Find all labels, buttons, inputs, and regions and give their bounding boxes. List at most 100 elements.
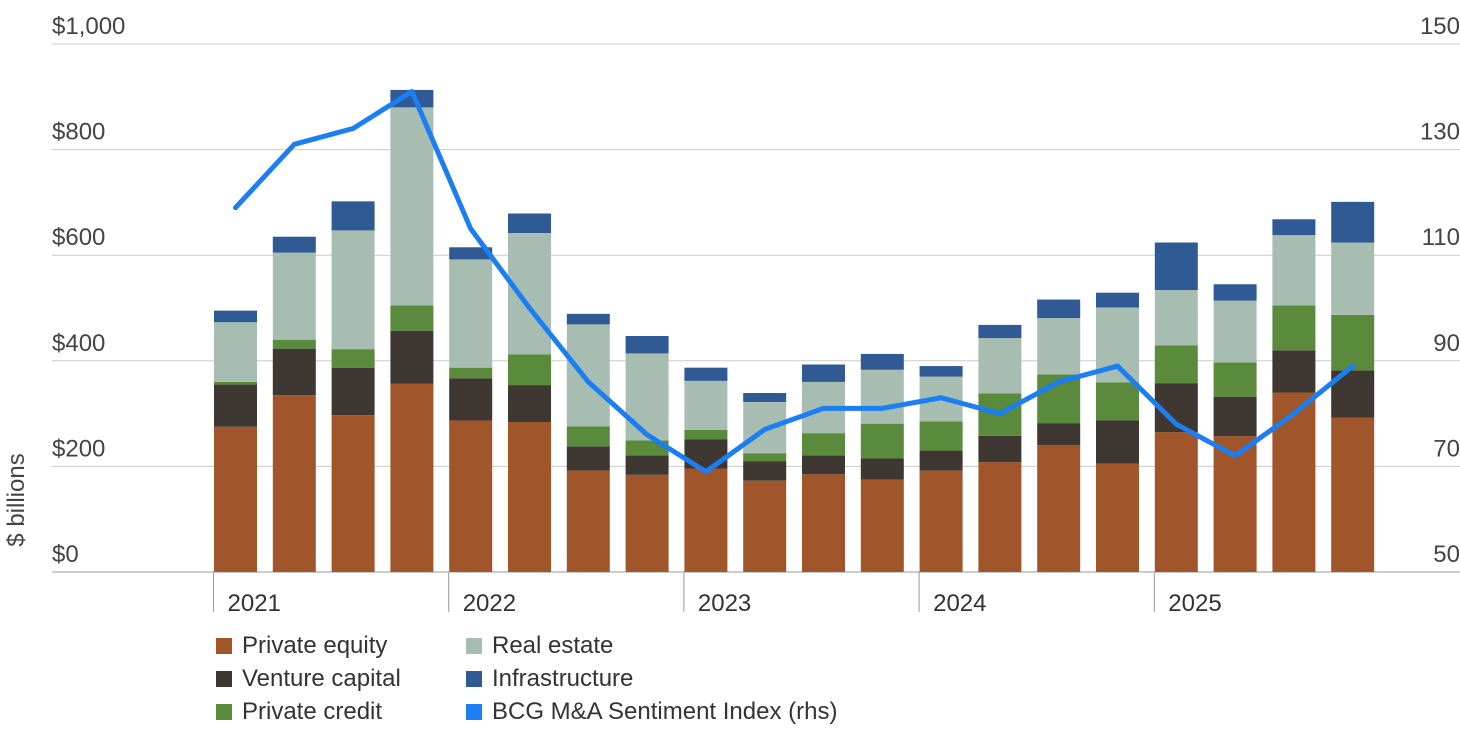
sentiment-index-line	[233, 89, 1356, 475]
bar-segment-infrastructure	[390, 89, 434, 108]
y-tick-label-right: 50	[1433, 541, 1460, 568]
bar-segment-private-credit	[1272, 305, 1316, 351]
bar-segment-venture-capital	[1272, 350, 1316, 393]
legend-item: Private credit	[216, 698, 466, 726]
bar-segment-infrastructure	[625, 335, 669, 354]
bar-segment-infrastructure	[860, 353, 904, 370]
bar-segment-real-estate	[625, 353, 669, 441]
bar-segment-real-estate	[390, 107, 434, 306]
bar-segment-venture-capital	[802, 455, 845, 475]
bar-segment-private-credit	[1331, 314, 1375, 371]
y-tick-label-right: 70	[1433, 435, 1460, 462]
bar-segment-real-estate	[1037, 318, 1081, 375]
bar-segment-private-equity	[1272, 392, 1316, 572]
bar-segment-venture-capital	[390, 330, 434, 384]
bar-segment-infrastructure	[272, 236, 316, 253]
bar-segment-real-estate	[684, 380, 728, 430]
bar-segment-infrastructure	[1037, 299, 1081, 319]
bar-segment-private-equity	[1213, 436, 1257, 572]
y-tick-label-left: $0	[52, 541, 79, 568]
bar-segment-private-credit	[508, 354, 551, 386]
bar-segment-private-credit	[214, 381, 257, 385]
bar-segment-infrastructure	[331, 201, 375, 231]
bar-segment-private-equity	[743, 480, 787, 572]
bar-segment-infrastructure	[214, 310, 257, 323]
x-tick-label-year: 2025	[1168, 590, 1221, 617]
bar-segment-infrastructure	[1213, 284, 1257, 301]
bar-segment-real-estate	[331, 230, 375, 350]
legend-label: Infrastructure	[492, 665, 634, 692]
bar-segment-private-credit	[1154, 345, 1198, 384]
bar-segment-venture-capital	[214, 384, 257, 427]
bar-segment-real-estate	[1154, 290, 1198, 346]
bar-segment-infrastructure	[508, 213, 551, 234]
bar-segment-private-equity	[860, 479, 904, 572]
bar-segment-real-estate	[566, 324, 610, 427]
bar-segment-private-credit	[743, 453, 787, 462]
bar-segment-private-credit	[566, 426, 610, 447]
legend-item: BCG M&A Sentiment Index (rhs)	[466, 698, 886, 726]
bar-segment-private-credit	[449, 367, 493, 379]
y-axis-left: $0 $200 $400 $600 $800 $1,000	[52, 13, 125, 568]
bar-segment-venture-capital	[508, 385, 551, 423]
bar-segment-real-estate	[214, 322, 257, 382]
bar-segment-infrastructure	[743, 393, 787, 402]
bar-segment-private-equity	[919, 470, 963, 572]
bar-segment-venture-capital	[625, 455, 669, 475]
legend: Private equity Real estate Venture capital…	[216, 632, 886, 726]
bar-segment-venture-capital	[1037, 423, 1081, 446]
bar-segment-infrastructure	[919, 366, 963, 377]
bar-segment-real-estate	[1272, 235, 1316, 306]
bar-segment-private-equity	[802, 474, 845, 572]
bar-segment-infrastructure	[1096, 292, 1139, 308]
legend-item: Real estate	[466, 632, 886, 660]
x-tick-label-year: 2022	[463, 590, 516, 617]
legend-label: Venture capital	[242, 665, 401, 692]
y-tick-label-left: $400	[52, 330, 105, 357]
y-axis-right: 50 70 90 110 130 150	[1420, 13, 1460, 568]
legend-swatch	[466, 671, 482, 687]
bar-segment-venture-capital	[1213, 396, 1257, 437]
bar-segment-private-credit	[1096, 382, 1139, 421]
legend-label: Private credit	[242, 698, 383, 725]
y-tick-label-right: 130	[1420, 119, 1460, 146]
bar-segment-private-credit	[684, 429, 728, 440]
x-tick-label-year: 2021	[228, 590, 281, 617]
bar-segment-infrastructure	[1272, 219, 1316, 236]
x-axis: 2021 2022 2023 2024 2025	[213, 572, 1222, 617]
legend-swatch	[216, 704, 232, 720]
bar-segment-private-equity	[272, 395, 316, 572]
bar-segment-infrastructure	[1154, 242, 1198, 291]
bar-segment-real-estate	[272, 252, 316, 340]
bar-segment-infrastructure	[684, 367, 728, 381]
bar-segment-private-equity	[684, 468, 728, 572]
bar-segment-private-equity	[390, 383, 434, 572]
bar-segment-private-credit	[331, 349, 375, 368]
legend-swatch	[216, 671, 232, 687]
x-tick-label-year: 2023	[698, 590, 751, 617]
bar-segment-real-estate	[860, 369, 904, 424]
bar-segment-private-credit	[1213, 362, 1257, 397]
bar-segment-private-credit	[390, 305, 434, 331]
bar-segment-venture-capital	[449, 378, 493, 421]
bar-segment-private-equity	[978, 462, 1022, 572]
bar-segment-venture-capital	[978, 435, 1022, 463]
bar-segment-private-equity	[508, 422, 551, 572]
bar-segment-real-estate	[1331, 242, 1375, 315]
bar-segment-real-estate	[508, 233, 551, 355]
bar-segment-private-credit	[919, 421, 963, 451]
legend-swatch	[466, 704, 482, 720]
bar-segment-infrastructure	[449, 247, 493, 260]
bar-segment-real-estate	[978, 338, 1022, 394]
bar-segment-private-credit	[860, 423, 904, 459]
bar-segment-private-equity	[625, 474, 669, 572]
bar-segment-infrastructure	[566, 313, 610, 325]
bar-segment-venture-capital	[331, 367, 375, 416]
legend-item: Private equity	[216, 632, 466, 660]
legend-item: Infrastructure	[466, 665, 886, 693]
bar-segment-private-credit	[802, 433, 845, 456]
bar-segment-infrastructure	[978, 324, 1022, 339]
legend-swatch	[466, 638, 482, 654]
bar-segment-venture-capital	[566, 446, 610, 471]
bar-segment-private-equity	[1037, 445, 1081, 572]
